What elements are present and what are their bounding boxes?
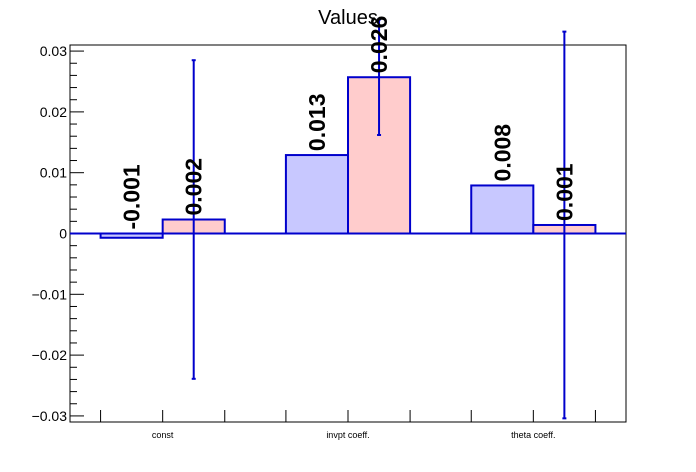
data-label: 0.001 [551,163,577,221]
data-label: 0.002 [181,158,207,216]
bar [470,184,535,235]
y-tick-label: 0.01 [40,165,67,181]
y-tick-label: 0 [59,226,67,242]
x-category-label: invpt coeff. [326,430,369,440]
x-category-label: theta coeff. [511,430,555,440]
bar [347,76,412,235]
chart-title: Values [318,7,378,29]
y-tick-label: −0.03 [32,408,68,424]
data-label: -0.001 [119,164,145,229]
data-label: 0.013 [304,93,330,151]
x-category-label: const [152,430,174,440]
bar [284,154,349,235]
data-label: 0.008 [489,124,515,182]
y-tick-label: 0.02 [40,104,67,120]
y-tick-label: 0.03 [40,43,67,59]
data-label: 0.026 [366,16,392,74]
y-tick-label: −0.02 [32,347,68,363]
y-tick-label: −0.01 [32,286,68,302]
